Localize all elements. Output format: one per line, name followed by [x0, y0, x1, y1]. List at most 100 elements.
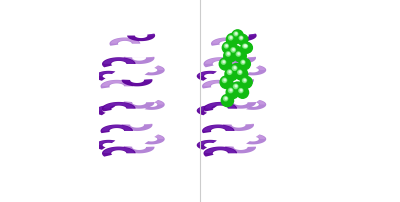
Circle shape: [239, 59, 250, 70]
Ellipse shape: [227, 92, 240, 96]
Circle shape: [226, 46, 228, 47]
Circle shape: [227, 70, 232, 75]
Polygon shape: [123, 80, 151, 81]
Circle shape: [236, 69, 248, 81]
Polygon shape: [100, 80, 133, 89]
Polygon shape: [204, 58, 237, 68]
Ellipse shape: [238, 39, 249, 43]
Polygon shape: [224, 124, 253, 125]
Circle shape: [240, 38, 242, 39]
Polygon shape: [197, 140, 217, 150]
Polygon shape: [230, 35, 256, 36]
Circle shape: [229, 46, 242, 59]
Polygon shape: [212, 39, 240, 44]
Circle shape: [224, 45, 228, 49]
Circle shape: [229, 72, 231, 74]
Polygon shape: [103, 103, 134, 109]
Polygon shape: [226, 102, 255, 103]
Polygon shape: [205, 147, 236, 153]
Polygon shape: [224, 80, 253, 81]
Circle shape: [240, 90, 242, 92]
Circle shape: [241, 61, 245, 65]
Polygon shape: [95, 106, 115, 116]
Polygon shape: [124, 102, 154, 109]
Circle shape: [222, 43, 234, 54]
Polygon shape: [144, 66, 165, 76]
Polygon shape: [229, 35, 257, 42]
Polygon shape: [95, 140, 115, 150]
Polygon shape: [124, 58, 154, 65]
Polygon shape: [198, 106, 216, 111]
Ellipse shape: [226, 74, 239, 77]
Circle shape: [226, 34, 238, 46]
Ellipse shape: [232, 88, 245, 92]
Polygon shape: [111, 39, 139, 44]
Circle shape: [244, 45, 248, 49]
Circle shape: [233, 49, 234, 51]
Circle shape: [230, 90, 232, 92]
Circle shape: [238, 71, 242, 75]
Circle shape: [235, 86, 237, 88]
Ellipse shape: [227, 39, 240, 43]
Circle shape: [243, 45, 246, 49]
Polygon shape: [226, 146, 255, 147]
Ellipse shape: [240, 64, 251, 67]
Circle shape: [237, 87, 248, 99]
Polygon shape: [202, 80, 234, 89]
Circle shape: [225, 98, 227, 100]
Circle shape: [239, 72, 241, 74]
Polygon shape: [103, 59, 134, 64]
Polygon shape: [124, 146, 154, 154]
Circle shape: [238, 54, 240, 55]
Circle shape: [239, 37, 243, 41]
Polygon shape: [203, 81, 233, 87]
Polygon shape: [96, 72, 115, 77]
Circle shape: [231, 83, 244, 95]
Circle shape: [235, 34, 237, 35]
Polygon shape: [123, 124, 151, 125]
Circle shape: [222, 61, 226, 65]
Polygon shape: [155, 101, 164, 105]
Ellipse shape: [233, 35, 244, 39]
Polygon shape: [256, 66, 265, 71]
Polygon shape: [96, 106, 115, 111]
Polygon shape: [197, 106, 217, 116]
Circle shape: [239, 89, 243, 93]
Polygon shape: [103, 147, 134, 153]
Circle shape: [230, 64, 243, 77]
Polygon shape: [155, 135, 164, 139]
Polygon shape: [100, 125, 133, 134]
Polygon shape: [122, 124, 152, 131]
Circle shape: [224, 97, 228, 101]
Circle shape: [219, 59, 232, 71]
Polygon shape: [205, 59, 236, 64]
Circle shape: [245, 46, 247, 47]
Circle shape: [242, 62, 244, 63]
Polygon shape: [223, 80, 254, 87]
Ellipse shape: [235, 56, 247, 59]
Ellipse shape: [236, 74, 249, 77]
Polygon shape: [102, 125, 132, 131]
Circle shape: [224, 80, 226, 82]
Polygon shape: [204, 147, 237, 157]
Polygon shape: [246, 100, 266, 110]
Circle shape: [236, 53, 240, 57]
Polygon shape: [198, 72, 216, 77]
Circle shape: [234, 50, 246, 63]
Circle shape: [220, 77, 233, 89]
Polygon shape: [102, 147, 136, 157]
Ellipse shape: [221, 82, 234, 85]
Polygon shape: [223, 124, 254, 131]
Polygon shape: [202, 125, 234, 134]
Circle shape: [232, 31, 243, 42]
Ellipse shape: [243, 47, 253, 50]
Circle shape: [226, 53, 230, 57]
Polygon shape: [205, 103, 236, 109]
Circle shape: [231, 48, 236, 53]
Polygon shape: [144, 135, 165, 145]
Circle shape: [232, 66, 237, 71]
Polygon shape: [127, 35, 155, 42]
Polygon shape: [128, 35, 154, 36]
Circle shape: [242, 79, 246, 83]
Polygon shape: [144, 100, 165, 110]
